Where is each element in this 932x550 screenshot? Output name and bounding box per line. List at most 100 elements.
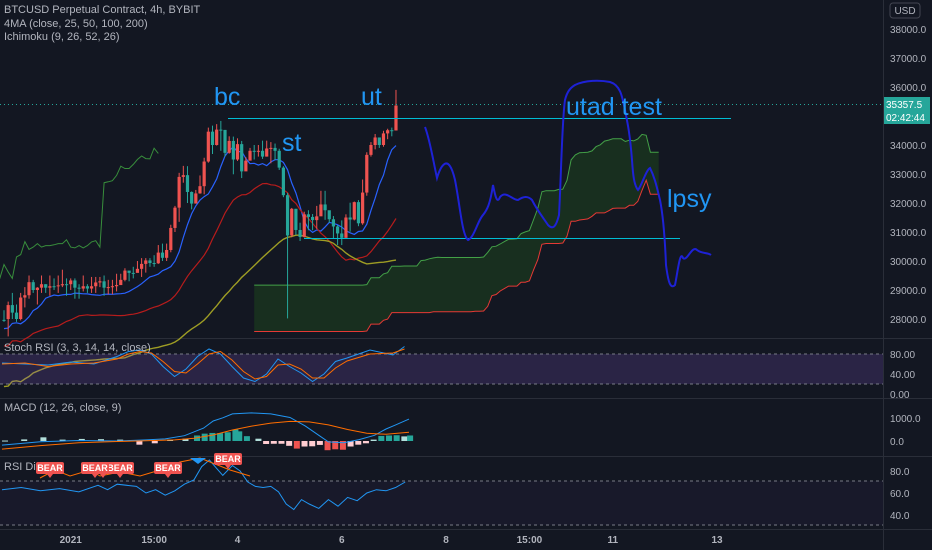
candle-body — [73, 280, 77, 288]
bear-tag-pointer — [225, 465, 231, 469]
candle — [298, 222, 302, 241]
bear-tag-box — [81, 462, 109, 474]
candle — [256, 145, 260, 157]
candle — [181, 165, 185, 183]
candle — [198, 175, 202, 194]
macd-histogram-bar — [117, 439, 124, 441]
candle — [294, 208, 298, 235]
currency-button[interactable]: USD — [889, 2, 921, 19]
candle-body — [323, 204, 327, 211]
rsi-div-label[interactable]: RSI Div — [4, 461, 42, 473]
kumo-fill — [254, 134, 659, 332]
candle — [327, 210, 331, 223]
ma-legend[interactable]: 4MA (close, 25, 50, 100, 200) — [4, 18, 148, 30]
rsi-div-panel: RSI Div BEARBEARBEARBEARBEARBEAR — [0, 453, 883, 526]
macd-histogram-bar — [332, 441, 339, 450]
lagging-span — [0, 147, 159, 280]
candle-body — [231, 140, 235, 160]
candle — [361, 179, 365, 225]
macd-histogram-bar — [151, 441, 158, 444]
candle — [127, 270, 131, 282]
macd-histogram — [2, 429, 414, 451]
price-tick-label: 31000.0 — [890, 228, 927, 239]
macd-histogram-bar — [194, 435, 200, 441]
candle-body — [348, 217, 352, 220]
time-tick-label: 13 — [712, 535, 724, 546]
candle-body — [14, 312, 19, 319]
rsi-tick-label: 60.0 — [890, 489, 910, 500]
candle — [94, 276, 98, 293]
candle-body — [344, 217, 348, 238]
candle-body — [140, 263, 144, 269]
bear-tag-label: BEAR — [155, 463, 181, 473]
candle — [44, 284, 48, 293]
macd-histogram-bar — [301, 441, 308, 447]
candle — [35, 287, 39, 305]
candle — [306, 210, 311, 231]
annotation-utad-test: utad test — [566, 93, 662, 121]
candle — [169, 224, 173, 253]
candle-body — [377, 137, 381, 145]
macd-tick-label: 0.0 — [890, 437, 904, 448]
candle — [215, 124, 219, 146]
time-tick-label: 8 — [443, 535, 449, 546]
candle — [240, 140, 244, 179]
candle-body — [148, 260, 152, 264]
candle-body — [215, 129, 219, 145]
stoch-lines — [1, 346, 405, 383]
candle — [152, 255, 156, 267]
annotation-bc: bc — [214, 83, 240, 111]
senkou-span-a — [254, 133, 659, 286]
candle — [269, 142, 273, 164]
candle — [144, 258, 148, 273]
macd-histogram-bar — [316, 441, 323, 445]
macd-histogram-bar — [324, 441, 331, 451]
candle-body — [135, 268, 140, 273]
candle — [340, 220, 344, 246]
time-tick-label: 15:00 — [517, 535, 543, 546]
candle-body — [381, 133, 386, 145]
macd-histogram-bar — [236, 431, 243, 441]
candle-body — [361, 192, 365, 224]
candle — [227, 136, 231, 154]
macd-histogram-bar — [98, 439, 104, 441]
time-tick-label: 15:00 — [141, 535, 167, 546]
ichimoku-legend[interactable]: Ichimoku (9, 26, 52, 26) — [4, 31, 120, 43]
macd-histogram-bar — [263, 441, 270, 444]
bear-tag: BEAR — [214, 453, 242, 469]
candle — [390, 127, 394, 137]
currency-button-frame — [889, 2, 921, 19]
candle — [310, 214, 315, 231]
candle-body — [131, 272, 135, 274]
candle-body — [160, 252, 165, 258]
candle — [336, 225, 340, 246]
candle — [135, 261, 140, 273]
projection-drawing[interactable] — [424, 79, 712, 288]
candle-body — [327, 210, 331, 220]
rsi-band-fill — [0, 481, 883, 525]
candle — [285, 192, 290, 319]
bear-tag-pointer — [47, 474, 53, 478]
candle — [273, 143, 277, 161]
candle-body — [19, 297, 23, 319]
candle — [156, 245, 160, 264]
candle — [365, 152, 369, 196]
price-tick-label: 30000.0 — [890, 257, 927, 268]
candle — [60, 269, 64, 288]
stoch-rsi-label[interactable]: Stoch RSI (3, 3, 14, 14, close) — [4, 342, 151, 354]
candle — [73, 278, 77, 299]
macd-label[interactable]: MACD (12, 26, close, 9) — [4, 402, 121, 414]
bear-tag-box — [106, 462, 134, 474]
time-axis[interactable]: 2021 15:00 4 6 8 15:00 11 13 — [60, 535, 723, 546]
candle — [185, 166, 190, 203]
annotation-ut: ut — [361, 83, 382, 111]
candle-body — [169, 227, 173, 250]
candle-body — [144, 260, 148, 264]
candle-body — [60, 284, 64, 286]
macd-histogram-bar — [378, 435, 385, 441]
symbol-title[interactable]: BTCUSD Perpetual Contract, 4h, BYBIT — [4, 4, 201, 16]
stoch-k-line — [1, 346, 405, 383]
stoch-tick-label: 0.00 — [890, 390, 910, 401]
candle-body — [390, 130, 394, 132]
